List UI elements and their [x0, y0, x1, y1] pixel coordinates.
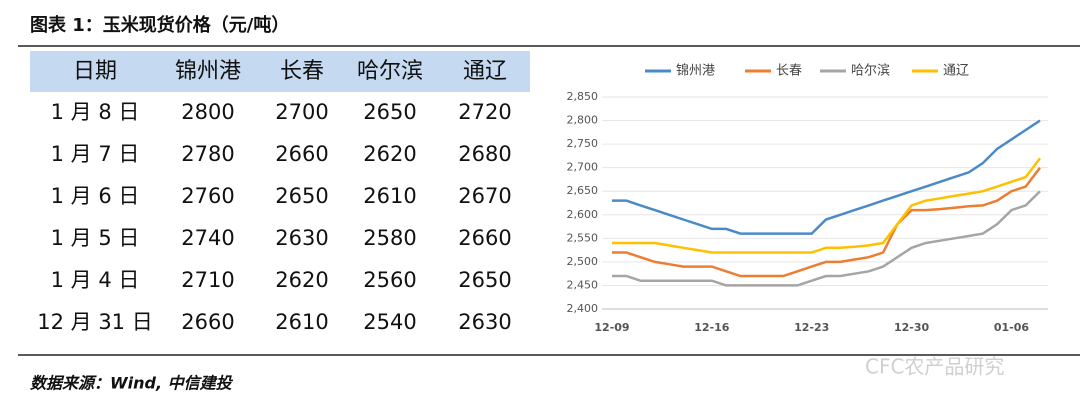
table-cell: 2610: [363, 184, 416, 208]
table-header-bg: [30, 51, 530, 92]
y-tick-label: 2,450: [567, 278, 599, 291]
table-cell: 2650: [275, 184, 328, 208]
table-cell: 2650: [363, 100, 416, 124]
table-cell: 2660: [181, 310, 234, 334]
table-header-cell: 长春: [280, 59, 324, 84]
table-cell: 2800: [181, 100, 234, 124]
table-cell: 1 月 5 日: [51, 226, 140, 250]
y-tick-label: 2,550: [567, 231, 599, 244]
y-tick-label: 2,700: [567, 161, 599, 174]
table-cell: 2620: [363, 142, 416, 166]
table-cell: 2660: [275, 142, 328, 166]
table-cell: 2620: [275, 268, 328, 292]
table-cell: 2780: [181, 142, 234, 166]
legend-label: 哈尔滨: [851, 63, 890, 79]
y-tick-label: 2,400: [567, 302, 599, 315]
table-header-cell: 日期: [73, 59, 117, 84]
table-cell: 2720: [458, 100, 511, 124]
y-tick-label: 2,750: [567, 137, 599, 150]
table-cell: 2630: [458, 310, 511, 334]
table-cell: 2670: [458, 184, 511, 208]
table-cell: 2560: [363, 268, 416, 292]
x-tick-label: 12-16: [694, 321, 730, 334]
x-tick-label: 12-09: [594, 321, 629, 334]
source-note: 数据来源：Wind, 中信建投: [30, 374, 234, 393]
table-cell: 2740: [181, 226, 234, 250]
table-cell: 1 月 6 日: [51, 184, 140, 208]
series-line: [612, 190, 1041, 287]
y-tick-label: 2,800: [567, 114, 599, 127]
table-cell: 2710: [181, 268, 234, 292]
table-cell: 1 月 7 日: [51, 142, 140, 166]
table-cell: 12 月 31 日: [37, 310, 152, 334]
table-cell: 2700: [275, 100, 328, 124]
legend-label: 锦州港: [676, 64, 715, 79]
table-cell: 2680: [458, 142, 511, 166]
table-cell: 1 月 4 日: [51, 268, 140, 292]
series-line: [612, 157, 1041, 254]
y-tick-label: 2,850: [567, 90, 599, 103]
x-tick-label: 12-23: [794, 321, 829, 334]
watermark: CFC农产品研究: [865, 355, 1004, 379]
table-cell: 2660: [458, 226, 511, 250]
x-tick-label: 01-06: [994, 321, 1030, 334]
table-cell: 2630: [275, 226, 328, 250]
table-header-cell: 通辽: [463, 59, 507, 84]
table-cell: 2580: [363, 226, 416, 250]
table-header-cell: 哈尔滨: [357, 59, 423, 84]
table-cell: 2760: [181, 184, 234, 208]
y-tick-label: 2,650: [567, 184, 599, 197]
y-tick-label: 2,500: [567, 255, 599, 268]
table-cell: 2610: [275, 310, 328, 334]
series-line: [612, 119, 1041, 235]
table-cell: 1 月 8 日: [51, 100, 140, 124]
legend-label: 长春: [776, 64, 802, 79]
legend-label: 通辽: [943, 64, 969, 79]
x-tick-label: 12-30: [894, 321, 930, 334]
table-cell: 2540: [363, 310, 416, 334]
figure-title: 图表 1：玉米现货价格（元/吨）: [30, 14, 289, 36]
table-cell: 2650: [458, 268, 511, 292]
y-tick-label: 2,600: [567, 208, 599, 221]
series-line: [612, 166, 1041, 278]
table-header-cell: 锦州港: [175, 59, 241, 84]
